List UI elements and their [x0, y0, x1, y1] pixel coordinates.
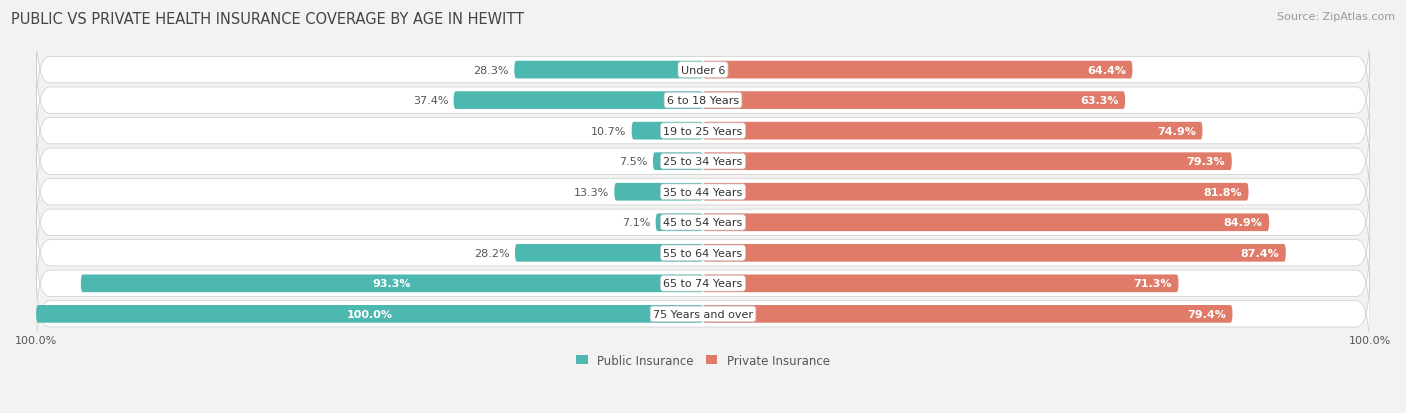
Text: 6 to 18 Years: 6 to 18 Years: [666, 96, 740, 106]
FancyBboxPatch shape: [703, 305, 1233, 323]
FancyBboxPatch shape: [703, 92, 1125, 110]
Legend: Public Insurance, Private Insurance: Public Insurance, Private Insurance: [571, 349, 835, 371]
FancyBboxPatch shape: [703, 183, 1249, 201]
FancyBboxPatch shape: [703, 244, 1286, 262]
Text: Source: ZipAtlas.com: Source: ZipAtlas.com: [1277, 12, 1395, 22]
Text: 28.3%: 28.3%: [474, 65, 509, 76]
Text: 100.0%: 100.0%: [346, 309, 392, 319]
Text: 13.3%: 13.3%: [574, 187, 609, 197]
FancyBboxPatch shape: [703, 62, 1132, 79]
FancyBboxPatch shape: [37, 205, 1369, 301]
FancyBboxPatch shape: [37, 114, 1369, 210]
Text: 55 to 64 Years: 55 to 64 Years: [664, 248, 742, 258]
FancyBboxPatch shape: [80, 275, 703, 292]
Text: 74.9%: 74.9%: [1157, 126, 1197, 136]
Text: 45 to 54 Years: 45 to 54 Years: [664, 218, 742, 228]
Text: PUBLIC VS PRIVATE HEALTH INSURANCE COVERAGE BY AGE IN HEWITT: PUBLIC VS PRIVATE HEALTH INSURANCE COVER…: [11, 12, 524, 27]
FancyBboxPatch shape: [703, 275, 1178, 292]
FancyBboxPatch shape: [703, 214, 1270, 232]
FancyBboxPatch shape: [37, 236, 1369, 332]
FancyBboxPatch shape: [655, 214, 703, 232]
FancyBboxPatch shape: [454, 92, 703, 110]
Text: 75 Years and over: 75 Years and over: [652, 309, 754, 319]
FancyBboxPatch shape: [37, 145, 1369, 240]
FancyBboxPatch shape: [515, 62, 703, 79]
FancyBboxPatch shape: [37, 83, 1369, 179]
FancyBboxPatch shape: [703, 153, 1232, 171]
FancyBboxPatch shape: [37, 305, 703, 323]
Text: 19 to 25 Years: 19 to 25 Years: [664, 126, 742, 136]
Text: 35 to 44 Years: 35 to 44 Years: [664, 187, 742, 197]
Text: 71.3%: 71.3%: [1133, 279, 1171, 289]
FancyBboxPatch shape: [515, 244, 703, 262]
Text: 93.3%: 93.3%: [373, 279, 411, 289]
FancyBboxPatch shape: [631, 123, 703, 140]
Text: 63.3%: 63.3%: [1080, 96, 1118, 106]
Text: 10.7%: 10.7%: [591, 126, 626, 136]
Text: 84.9%: 84.9%: [1223, 218, 1263, 228]
FancyBboxPatch shape: [703, 123, 1202, 140]
Text: 65 to 74 Years: 65 to 74 Years: [664, 279, 742, 289]
Text: 64.4%: 64.4%: [1087, 65, 1126, 76]
Text: 87.4%: 87.4%: [1240, 248, 1279, 258]
FancyBboxPatch shape: [37, 266, 1369, 362]
Text: 79.4%: 79.4%: [1187, 309, 1226, 319]
Text: 7.5%: 7.5%: [619, 157, 648, 167]
Text: 7.1%: 7.1%: [621, 218, 651, 228]
Text: 37.4%: 37.4%: [413, 96, 449, 106]
Text: 81.8%: 81.8%: [1204, 187, 1241, 197]
Text: 28.2%: 28.2%: [474, 248, 509, 258]
FancyBboxPatch shape: [652, 153, 703, 171]
Text: 25 to 34 Years: 25 to 34 Years: [664, 157, 742, 167]
FancyBboxPatch shape: [37, 53, 1369, 149]
Text: Under 6: Under 6: [681, 65, 725, 76]
Text: 79.3%: 79.3%: [1187, 157, 1225, 167]
FancyBboxPatch shape: [37, 175, 1369, 271]
FancyBboxPatch shape: [614, 183, 703, 201]
FancyBboxPatch shape: [37, 23, 1369, 118]
